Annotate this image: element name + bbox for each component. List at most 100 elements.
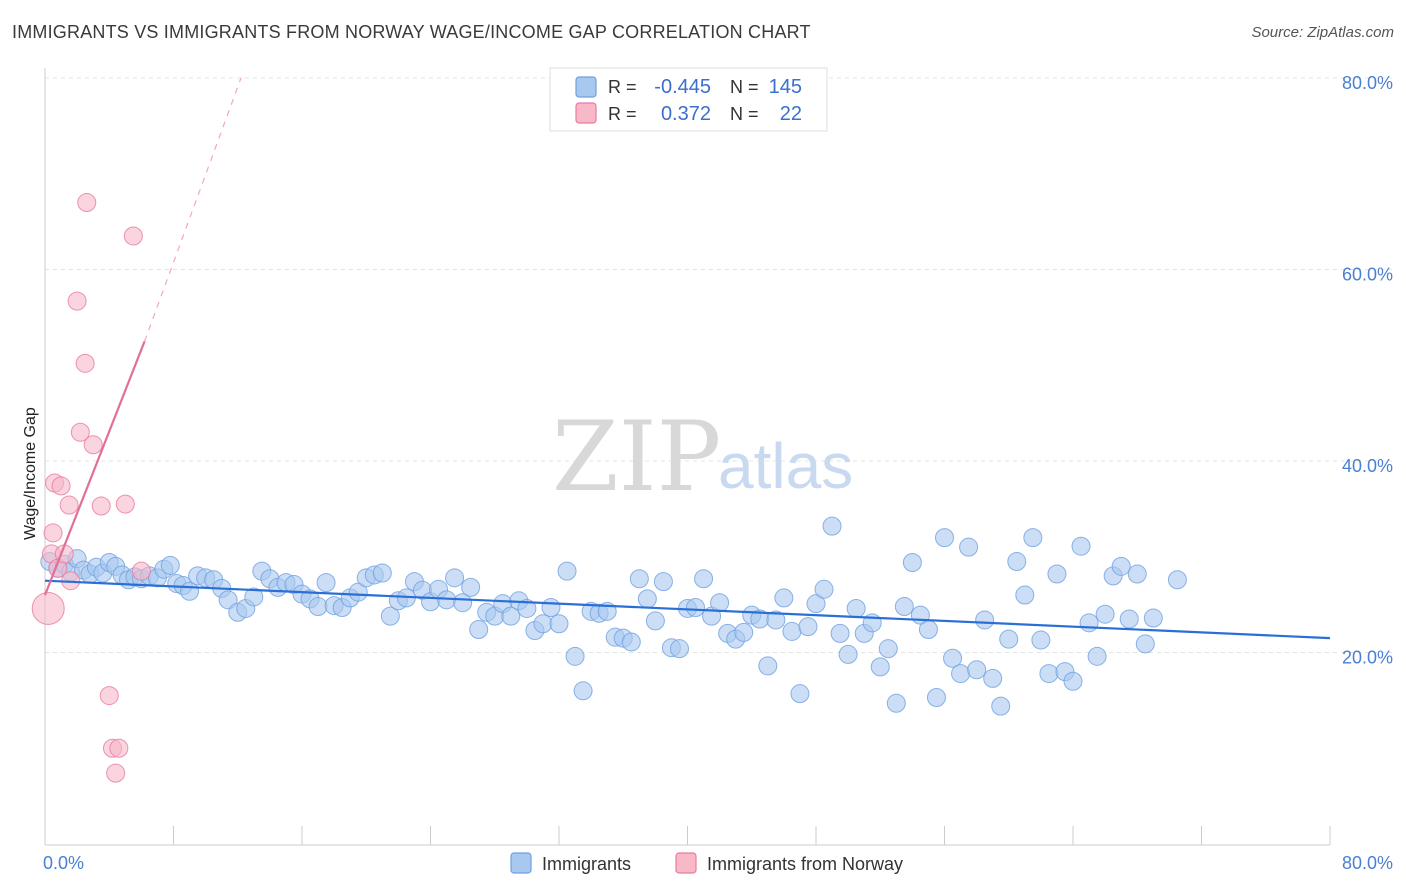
point-s1-15 bbox=[99, 686, 119, 706]
point-s0-78 bbox=[637, 589, 657, 609]
trend-line-0 bbox=[44, 579, 1331, 640]
point-s1-10 bbox=[70, 422, 90, 442]
point-s1-21 bbox=[131, 561, 151, 581]
trend-line-dashed-1 bbox=[144, 77, 242, 342]
legend-bottom: Immigrants Immigrants from Norway bbox=[510, 852, 903, 874]
y-tick-label-0: 20.0% bbox=[1342, 648, 1393, 668]
chart-source: Source: ZipAtlas.com bbox=[1251, 24, 1394, 41]
point-s0-138 bbox=[1119, 609, 1139, 629]
chart-title: IMMIGRANTS VS IMMIGRANTS FROM NORWAY WAG… bbox=[12, 22, 811, 42]
point-s0-100 bbox=[814, 579, 834, 599]
point-s0-122 bbox=[991, 696, 1011, 716]
point-s0-65 bbox=[533, 614, 553, 634]
point-s0-140 bbox=[1135, 634, 1155, 654]
point-s0-113 bbox=[918, 620, 938, 640]
series-0 bbox=[40, 516, 1187, 716]
point-s0-124 bbox=[1007, 552, 1027, 572]
point-s0-134 bbox=[1087, 646, 1107, 666]
y-tick-label-1: 40.0% bbox=[1342, 456, 1393, 476]
point-s0-123 bbox=[999, 629, 1019, 649]
watermark-atlas: atlas bbox=[718, 430, 853, 502]
legend-n-label-0: N = bbox=[730, 77, 759, 97]
point-s0-96 bbox=[782, 621, 802, 641]
point-s0-80 bbox=[653, 572, 673, 592]
point-s0-135 bbox=[1095, 604, 1115, 624]
point-s0-132 bbox=[1071, 536, 1091, 556]
watermark: ZIP atlas bbox=[552, 401, 853, 513]
point-s0-38 bbox=[316, 573, 336, 593]
point-s0-120 bbox=[975, 610, 995, 630]
legend-n-label-1: N = bbox=[730, 104, 759, 124]
point-s0-37 bbox=[308, 597, 328, 617]
point-s0-121 bbox=[983, 668, 1003, 688]
axes bbox=[44, 68, 1331, 846]
point-s1-14 bbox=[91, 496, 111, 516]
point-s0-129 bbox=[1047, 564, 1067, 584]
point-s0-116 bbox=[943, 648, 963, 668]
point-s0-107 bbox=[870, 657, 890, 677]
point-s0-90 bbox=[734, 622, 754, 642]
legend-n-value-1: 22 bbox=[780, 103, 802, 125]
point-s0-99 bbox=[806, 594, 826, 614]
point-s1-0 bbox=[31, 591, 65, 625]
point-s1-20 bbox=[123, 226, 143, 246]
point-s1-19 bbox=[115, 494, 135, 514]
point-s0-18 bbox=[160, 555, 180, 575]
point-s0-63 bbox=[517, 598, 537, 618]
point-s0-125 bbox=[1015, 585, 1035, 605]
point-s0-67 bbox=[549, 614, 569, 634]
data-points bbox=[31, 192, 1187, 783]
point-s0-54 bbox=[445, 568, 465, 588]
point-s1-18 bbox=[109, 738, 129, 758]
point-s0-115 bbox=[935, 528, 954, 548]
point-s0-110 bbox=[894, 597, 914, 617]
trend-lines bbox=[43, 77, 1331, 640]
point-s0-102 bbox=[830, 623, 850, 643]
point-s0-127 bbox=[1031, 630, 1051, 650]
point-s0-94 bbox=[766, 610, 786, 630]
legend-swatch-immigrants bbox=[575, 76, 597, 98]
point-s0-109 bbox=[886, 693, 906, 713]
point-s0-84 bbox=[686, 597, 706, 617]
point-s0-137 bbox=[1111, 556, 1131, 576]
point-s0-93 bbox=[758, 656, 778, 676]
y-tick-label-3: 80.0% bbox=[1342, 73, 1393, 93]
point-s0-45 bbox=[372, 563, 392, 583]
legend-bottom-swatch-norway bbox=[675, 852, 697, 874]
tick-labels: 20.0% 40.0% 60.0% 80.0% 0.0% 80.0% bbox=[43, 73, 1393, 873]
point-s0-97 bbox=[790, 684, 810, 704]
legend-bottom-label-immigrants: Immigrants bbox=[542, 854, 631, 874]
point-s0-57 bbox=[469, 620, 489, 640]
point-s0-82 bbox=[669, 639, 689, 659]
point-s0-141 bbox=[1143, 608, 1163, 628]
point-s1-7 bbox=[59, 495, 79, 515]
point-s0-111 bbox=[902, 552, 922, 572]
grid-lines bbox=[45, 77, 1392, 653]
point-s0-29 bbox=[244, 587, 264, 607]
point-s1-13 bbox=[83, 435, 103, 455]
point-s0-104 bbox=[846, 598, 866, 618]
point-s0-108 bbox=[878, 639, 898, 659]
point-s0-85 bbox=[694, 569, 714, 589]
x-tick-label-0: 0.0% bbox=[43, 853, 84, 873]
point-s1-2 bbox=[43, 523, 63, 543]
point-s0-76 bbox=[621, 632, 641, 652]
point-s0-46 bbox=[380, 606, 400, 626]
y-axis-label: Wage/Income Gap bbox=[22, 407, 39, 540]
series-1 bbox=[31, 192, 151, 783]
point-s0-117 bbox=[951, 664, 971, 684]
point-s1-5 bbox=[51, 476, 71, 496]
point-s0-56 bbox=[461, 577, 481, 597]
point-s0-142 bbox=[1167, 570, 1187, 590]
point-s0-69 bbox=[565, 646, 585, 666]
point-s0-133 bbox=[1079, 613, 1099, 633]
watermark-zip: ZIP bbox=[552, 401, 721, 513]
legend-n-value-0: 145 bbox=[769, 76, 802, 98]
legend-swatch-norway bbox=[575, 102, 597, 124]
point-s0-101 bbox=[822, 516, 842, 536]
legend-r-label-0: R = bbox=[608, 77, 637, 97]
point-s0-103 bbox=[838, 644, 858, 664]
y-tick-label-2: 60.0% bbox=[1342, 265, 1393, 285]
point-s1-17 bbox=[106, 763, 126, 783]
